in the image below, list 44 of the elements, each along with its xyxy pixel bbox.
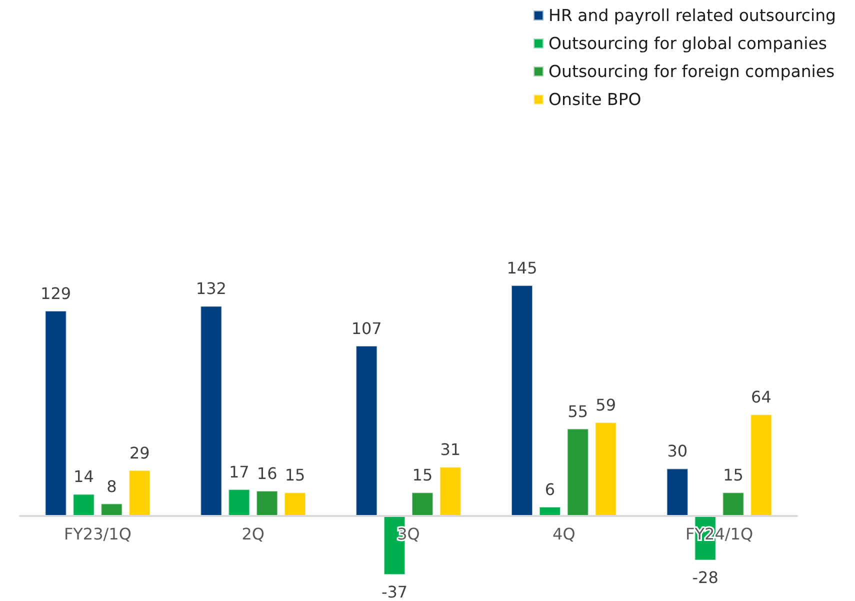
- data-label: 31: [440, 440, 461, 460]
- bar: [566, 428, 589, 516]
- legend-label: Onsite BPO: [548, 90, 642, 109]
- bar: [100, 503, 123, 516]
- bar: [722, 492, 744, 516]
- data-label: 29: [129, 443, 150, 462]
- data-label: 8: [106, 476, 117, 496]
- bar: [594, 422, 617, 516]
- bar: [411, 492, 434, 516]
- x-tick-label: 2Q: [242, 524, 264, 544]
- data-label: 132: [196, 279, 226, 298]
- data-label: 55: [568, 402, 588, 421]
- data-label: 6: [544, 480, 556, 499]
- data-label: 107: [351, 319, 382, 338]
- data-label: 15: [723, 466, 744, 485]
- x-tick-label: FY23/1Q: [64, 524, 132, 544]
- data-label: 16: [256, 464, 278, 484]
- bar: [228, 488, 250, 516]
- data-label: 59: [596, 396, 616, 415]
- data-label: 15: [412, 466, 433, 485]
- data-label: 14: [74, 467, 94, 486]
- bar: [256, 490, 278, 516]
- bar: [439, 466, 462, 516]
- data-label: 17: [228, 462, 250, 482]
- data-label: -28: [692, 568, 718, 588]
- bar: [284, 492, 306, 516]
- legend-label: Outsourcing for foreign companies: [548, 62, 835, 81]
- bar: [200, 306, 222, 516]
- data-label: -37: [381, 582, 408, 601]
- legend-label: HR and payroll related outsourcing: [548, 6, 836, 25]
- bar: [128, 470, 151, 516]
- data-label: 145: [506, 258, 538, 278]
- bar: [750, 414, 772, 516]
- data-label: 64: [751, 388, 772, 407]
- x-tick-label: 4Q: [552, 524, 576, 544]
- bar: [44, 310, 67, 516]
- data-label: 15: [284, 466, 306, 485]
- bar: [510, 285, 533, 516]
- bar: [356, 346, 378, 516]
- legend-label: Outsourcing for global companies: [548, 34, 827, 53]
- bar: [666, 468, 688, 516]
- data-label: 30: [667, 442, 688, 461]
- bar: [72, 494, 95, 516]
- data-label: 129: [40, 284, 72, 303]
